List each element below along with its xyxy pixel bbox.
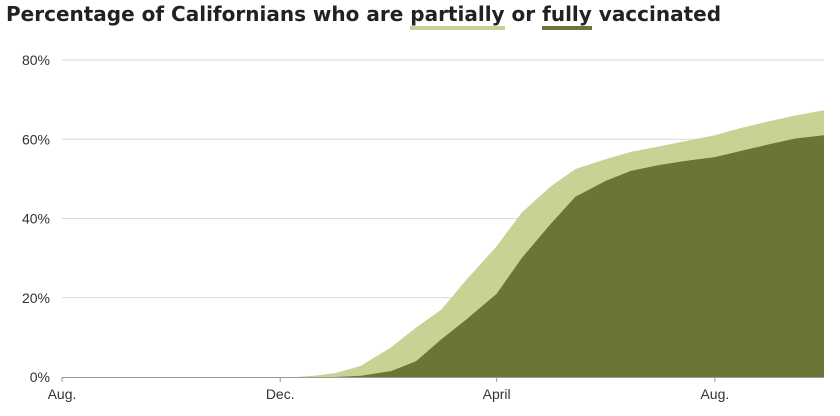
fully-legend-swatch xyxy=(542,26,592,30)
partially-legend-key: partially xyxy=(410,2,505,30)
fully-legend-key: fully xyxy=(542,2,592,30)
y-tick-label: 40% xyxy=(22,211,50,227)
fully-series-area xyxy=(335,135,824,377)
y-tick-label: 20% xyxy=(22,290,50,306)
partially-legend-label: partially xyxy=(410,2,505,26)
data-areas xyxy=(296,110,824,378)
x-tick-label: Dec. xyxy=(266,386,295,402)
title-text-middle: or xyxy=(504,2,543,26)
fully-legend-label: fully xyxy=(542,2,592,26)
x-tick-label: April xyxy=(483,386,511,402)
y-tick-label: 0% xyxy=(30,369,50,385)
x-tick-label: Aug. xyxy=(48,386,77,402)
title-text-end: vaccinated xyxy=(591,2,722,26)
partially-legend-swatch xyxy=(410,26,505,30)
chart-title: Percentage of Californians who are parti… xyxy=(6,2,722,30)
title-text-start: Percentage of Californians who are xyxy=(6,2,411,26)
axes: 0% 20% 40% 60% 80% Aug. Dec. April Aug. xyxy=(22,52,824,402)
y-tick-label: 80% xyxy=(22,52,50,68)
x-tick-label: Aug. xyxy=(700,386,729,402)
y-tick-label: 60% xyxy=(22,131,50,147)
